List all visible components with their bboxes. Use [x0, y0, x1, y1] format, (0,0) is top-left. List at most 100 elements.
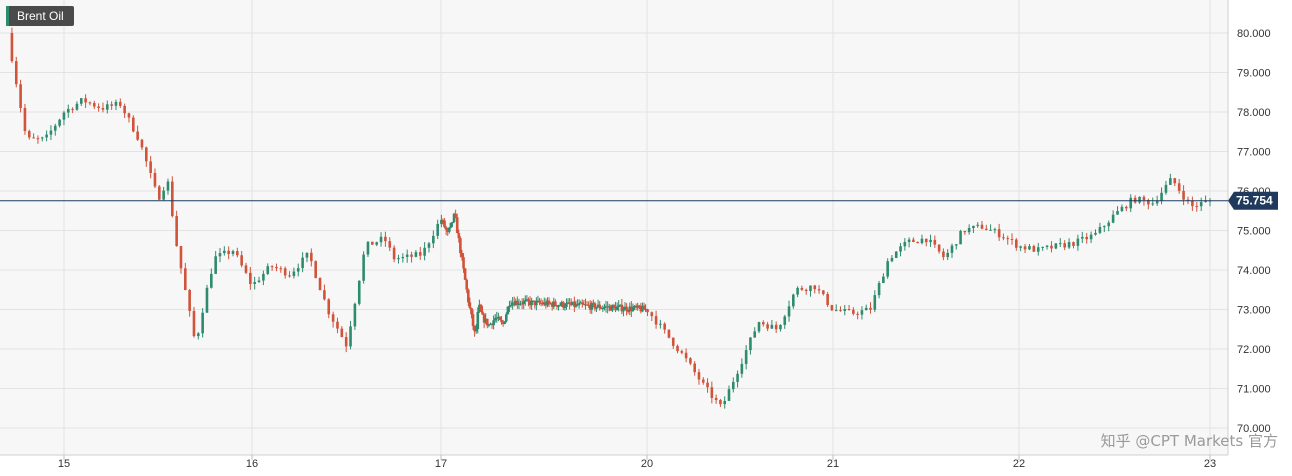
candle: [462, 253, 465, 273]
candle: [423, 242, 426, 261]
candle: [634, 303, 638, 311]
candle: [539, 298, 543, 307]
candle: [490, 323, 494, 329]
candle: [779, 324, 782, 332]
candle: [528, 296, 532, 310]
candle: [593, 301, 597, 312]
candle: [566, 298, 570, 304]
candle: [530, 297, 533, 310]
candle: [366, 241, 370, 258]
candlestick-series: [10, 27, 1212, 409]
candle: [432, 230, 435, 249]
candle: [468, 297, 472, 310]
candle: [214, 250, 217, 275]
candle: [520, 298, 524, 310]
candle: [210, 268, 213, 289]
candle: [418, 246, 422, 260]
candle: [826, 291, 829, 307]
candle: [903, 238, 907, 251]
candle: [984, 224, 988, 231]
candle: [162, 186, 165, 202]
candle: [58, 118, 61, 128]
candle: [762, 320, 765, 327]
candle: [783, 314, 787, 329]
candle: [501, 319, 505, 327]
candle: [671, 337, 675, 349]
candle: [466, 288, 470, 306]
candle: [856, 311, 859, 320]
candle: [950, 243, 954, 258]
candle: [615, 302, 619, 311]
candle: [441, 218, 445, 225]
candle: [375, 241, 378, 247]
candle: [127, 112, 131, 123]
candle: [123, 103, 126, 119]
candle: [497, 312, 500, 322]
candle: [509, 300, 513, 308]
candle: [166, 178, 170, 195]
candle: [62, 110, 66, 126]
candle: [822, 290, 825, 296]
candle: [392, 245, 396, 263]
candle: [506, 306, 510, 315]
plot-area: [0, 0, 1228, 455]
candle: [636, 302, 639, 311]
candle: [620, 298, 624, 315]
candle: [19, 79, 22, 113]
candle: [153, 168, 157, 189]
candle: [40, 136, 44, 142]
candle: [75, 101, 79, 111]
candle: [907, 237, 911, 248]
candle: [465, 278, 469, 294]
candle: [603, 303, 606, 311]
candle: [877, 280, 881, 299]
candle: [244, 262, 248, 275]
y-tick-label: 70.000: [1237, 423, 1271, 435]
y-tick-label: 72.000: [1237, 344, 1271, 356]
candle: [1019, 245, 1022, 252]
candle: [563, 303, 567, 311]
candle: [792, 293, 795, 309]
candle: [1006, 235, 1010, 245]
candle: [541, 300, 545, 306]
candle: [463, 267, 467, 281]
candle: [1085, 232, 1088, 244]
candle: [84, 94, 87, 108]
candle: [498, 315, 502, 321]
candle: [886, 258, 889, 279]
candle: [542, 297, 546, 307]
candle: [140, 138, 144, 151]
candle: [240, 250, 243, 268]
candle: [227, 246, 230, 260]
candle: [740, 358, 744, 378]
candle: [546, 297, 549, 308]
candle: [279, 266, 283, 273]
candle: [561, 300, 565, 310]
candle: [1094, 229, 1097, 236]
candle: [701, 377, 705, 385]
candle: [482, 313, 486, 329]
candle: [476, 307, 480, 334]
candle: [1098, 222, 1102, 235]
candle: [574, 300, 578, 309]
candle: [1032, 244, 1036, 252]
candle: [1054, 243, 1058, 250]
instrument-badge[interactable]: Brent Oil: [6, 6, 74, 26]
candle: [631, 303, 635, 312]
candle: [336, 317, 339, 334]
candle: [27, 129, 31, 140]
candle: [171, 176, 174, 218]
candle: [1182, 185, 1185, 206]
x-tick-label: 20: [641, 458, 653, 470]
candle: [443, 218, 446, 229]
candle: [1089, 231, 1093, 244]
candle: [118, 98, 122, 108]
candle: [592, 299, 595, 307]
candle: [580, 299, 584, 308]
candle: [471, 309, 475, 330]
candle: [53, 123, 57, 136]
candle: [1204, 195, 1207, 203]
candle: [1191, 196, 1194, 211]
candle: [882, 273, 885, 284]
